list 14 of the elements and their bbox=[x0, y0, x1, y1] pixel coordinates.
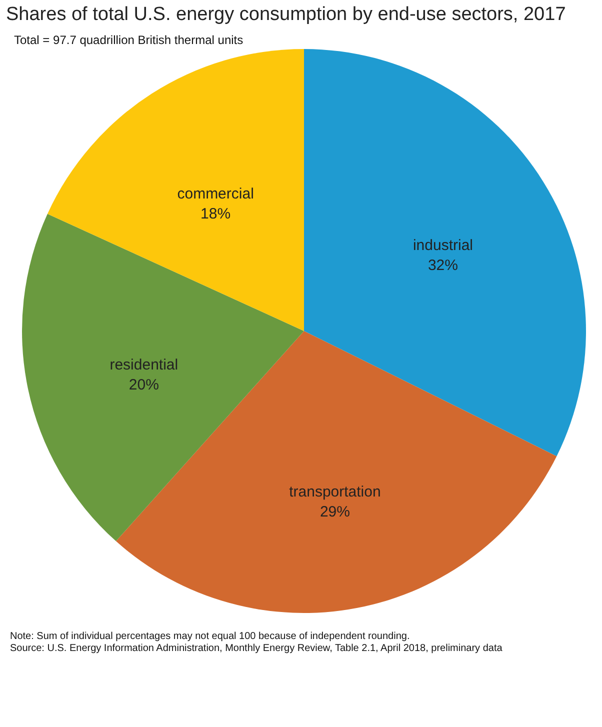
slice-label: industrial bbox=[412, 236, 473, 254]
text: Note: Sum of individual percentages may not equal 100 because of independent rounding. bbox=[10, 630, 411, 644]
chart-subtitle: Total = 97.7 quadrillion British thermal units bbox=[13, 32, 244, 47]
data-label: 20% bbox=[128, 376, 159, 394]
data-label: 29% bbox=[320, 503, 350, 520]
slice-label: commercial bbox=[177, 185, 254, 202]
chart-title: Shares of total U.S. energy consumption by end-use sectors, 2017 bbox=[5, 3, 567, 27]
slice-label: residential bbox=[110, 356, 178, 374]
pie-slice bbox=[304, 48, 586, 456]
pie-slice bbox=[47, 48, 304, 331]
data-label: 32% bbox=[428, 256, 458, 274]
data-label: 18% bbox=[200, 205, 231, 222]
source-note: Source: U.S. Energy Information Administration, Monthly Energy Review, Table 2.1, April 2018, preliminary data bbox=[10, 643, 504, 656]
slice-label: transportation bbox=[289, 483, 381, 500]
